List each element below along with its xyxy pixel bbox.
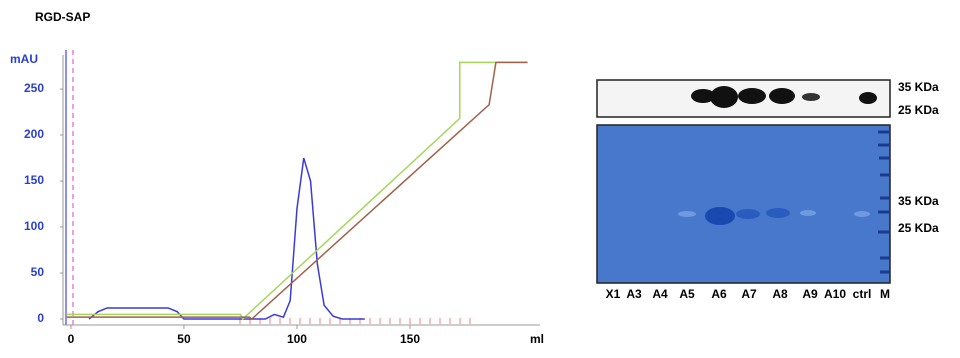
lane-label: A10 (824, 287, 846, 301)
series-line (89, 158, 365, 319)
y-tick-label: 250 (24, 81, 44, 95)
band (710, 86, 738, 108)
band (736, 209, 760, 219)
band (769, 88, 795, 104)
lane-label: A9 (802, 287, 818, 301)
lane-label: A5 (679, 287, 695, 301)
x-tick-label: 0 (68, 332, 75, 346)
lane-label: X1 (606, 287, 621, 301)
y-tick-label: 150 (24, 173, 44, 187)
lane-label: A7 (741, 287, 757, 301)
y-axis-label: mAU (10, 52, 38, 66)
band (738, 88, 766, 104)
series-line (66, 62, 527, 319)
band (802, 93, 820, 101)
gel-marker: 25 KDa (898, 221, 939, 235)
band (800, 210, 816, 216)
y-tick-label: 50 (31, 265, 45, 279)
figure: RGD-SAP mAU ml 35 KDa 25 KDa 35 KDa 25 K… (0, 0, 960, 353)
band (766, 208, 790, 218)
lane-label: A3 (626, 287, 642, 301)
chart-title: RGD-SAP (35, 10, 90, 24)
y-tick-label: 200 (24, 127, 44, 141)
lane-label: A4 (652, 287, 668, 301)
x-tick-label: 150 (400, 332, 420, 346)
x-axis-label: ml (530, 332, 544, 346)
y-tick-label: 0 (37, 311, 44, 325)
band (854, 211, 870, 217)
blot-marker: 25 KDa (898, 103, 939, 117)
lane-label: A8 (772, 287, 788, 301)
band (705, 207, 735, 225)
band (678, 211, 696, 217)
x-tick-label: 50 (177, 332, 191, 346)
coomassie-gel (597, 125, 890, 283)
lane-label: M (880, 287, 890, 301)
band (859, 92, 877, 104)
x-tick-label: 100 (287, 332, 307, 346)
lane-label: A6 (711, 287, 727, 301)
lane-label: ctrl (853, 287, 872, 301)
blot-marker: 35 KDa (898, 80, 939, 94)
gel-marker: 35 KDa (898, 194, 939, 208)
y-tick-label: 100 (24, 219, 44, 233)
series-line (66, 62, 527, 319)
